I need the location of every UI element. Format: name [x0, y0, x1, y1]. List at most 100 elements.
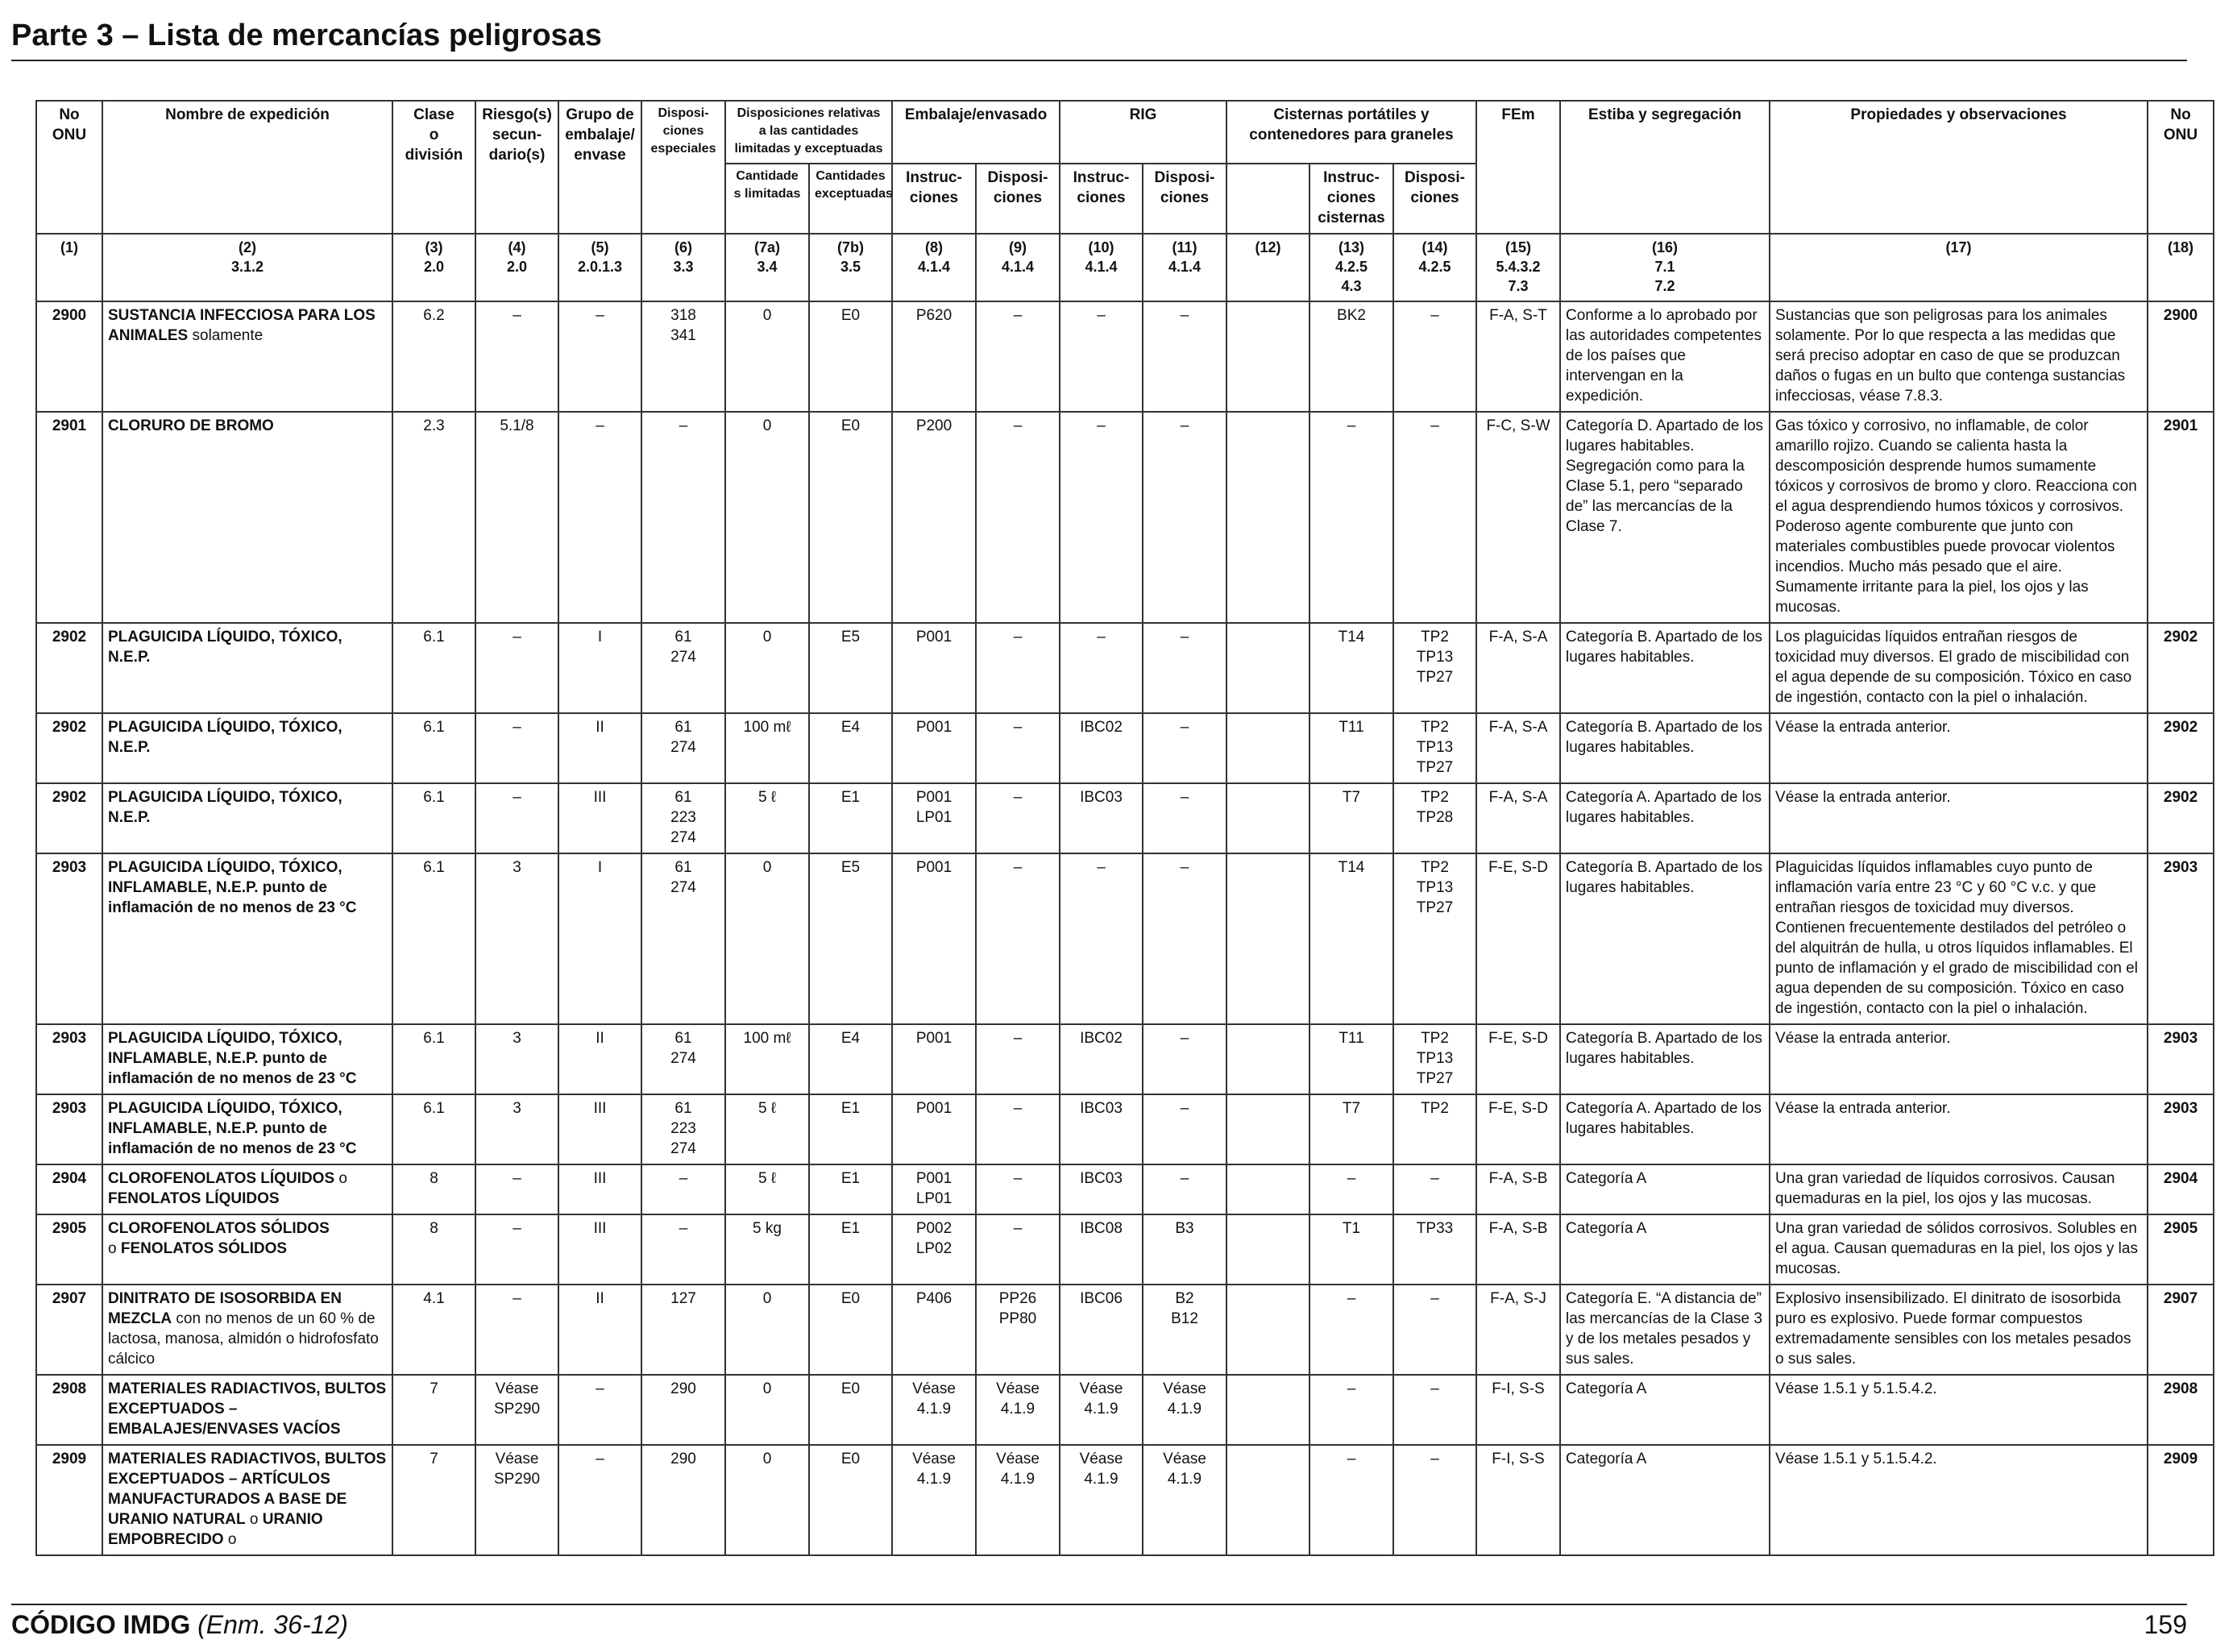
stowage-cell: Categoría B. Apartado de los lugares hab… [1559, 712, 1771, 784]
colnum-16: (16) 7.1 7.2 [1559, 233, 1771, 302]
excepted-quantity-cell: E0 [808, 1444, 893, 1556]
packing-provisions-cell: – [975, 1164, 1060, 1215]
packing-provisions-cell: – [975, 1214, 1060, 1285]
packing-instructions-cell: P200 [891, 411, 977, 624]
table-row: 2902 PLAGUICIDA LÍQUIDO, TÓXICO, N.E.P. … [35, 712, 2215, 784]
shipping-name: CLORURO DE BROMO [102, 411, 393, 624]
table-row: 2900 SUSTANCIA INFECCIOSA PARA LOS ANIMA… [35, 301, 2215, 413]
ems-cell: F-E, S-D [1475, 1094, 1562, 1165]
header-cantidades-limitadas: Cantidade s limitadas [724, 163, 810, 235]
limited-quantity-cell: 5 kg [724, 1214, 810, 1285]
stowage-cell: Categoría A [1559, 1374, 1771, 1446]
ibc-provisions-cell: Véase 4.1.9 [1142, 1444, 1227, 1556]
un-number-right: 2907 [2147, 1284, 2215, 1376]
limited-quantity-cell: 0 [724, 301, 810, 413]
ems-cell: F-A, S-B [1475, 1164, 1562, 1215]
un-number: 2903 [35, 853, 103, 1025]
packing-group-cell: III [558, 1094, 642, 1165]
shipping-name: PLAGUICIDA LÍQUIDO, TÓXICO, N.E.P. [102, 712, 393, 784]
header-row-2: Cantidade s limitadas Cantidades exceptu… [36, 163, 2214, 235]
table-row: 2901 CLORURO DE BROMO 2.3 5.1/8 – – 0 E0… [35, 411, 2215, 624]
class-cell: 6.1 [392, 1094, 476, 1165]
header-rig-instrucciones: Instruc- ciones [1059, 163, 1143, 235]
column-12-cell [1226, 1023, 1310, 1095]
stowage-cell: Categoría A [1559, 1444, 1771, 1556]
special-provisions-cell: 290 [641, 1444, 726, 1556]
header-cisternas-instrucciones: Instruc- ciones cisternas [1309, 163, 1394, 235]
ibc-instructions-cell: Véase 4.1.9 [1059, 1444, 1143, 1556]
header-embalaje-group: Embalaje/envasado [891, 100, 1060, 164]
packing-instructions-cell: P620 [891, 301, 977, 413]
shipping-name: CLOROFENOLATOS SÓLIDOS o FENOLATOS SÓLIDO… [102, 1214, 393, 1285]
ibc-instructions-cell: – [1059, 411, 1143, 624]
header-rig-group: RIG [1059, 100, 1227, 164]
class-cell: 2.3 [392, 411, 476, 624]
colnum-10: (10) 4.1.4 [1059, 233, 1143, 302]
colnum-18: (18) [2147, 233, 2215, 302]
shipping-name-text: MATERIALES RADIACTIVOS, BULTOS EXCEPTUAD… [108, 1451, 387, 1528]
class-cell: 8 [392, 1214, 476, 1285]
stowage-cell: Categoría B. Apartado de los lugares hab… [1559, 1023, 1771, 1095]
limited-quantity-cell: 0 [724, 853, 810, 1025]
ibc-instructions-cell: IBC08 [1059, 1214, 1143, 1285]
properties-cell: Véase la entrada anterior. [1769, 782, 2149, 854]
shipping-name: PLAGUICIDA LÍQUIDO, TÓXICO, N.E.P. [102, 622, 393, 714]
shipping-name: PLAGUICIDA LÍQUIDO, TÓXICO, INFLAMABLE, … [102, 1094, 393, 1165]
packing-group-cell: II [558, 712, 642, 784]
shipping-name-text: PLAGUICIDA LÍQUIDO, TÓXICO, INFLAMABLE, … [108, 859, 357, 916]
packing-provisions-cell: – [975, 853, 1060, 1025]
limited-quantity-cell: 0 [724, 1374, 810, 1446]
un-number-right: 2903 [2147, 853, 2215, 1025]
limited-quantity-cell: 0 [724, 411, 810, 624]
packing-group-cell: III [558, 1164, 642, 1215]
shipping-name-text: SUSTANCIA INFECCIOSA PARA LOS ANIMALES [108, 307, 376, 344]
shipping-name: MATERIALES RADIACTIVOS, BULTOS EXCEPTUAD… [102, 1374, 393, 1446]
packing-provisions-cell: – [975, 1094, 1060, 1165]
ems-cell: F-E, S-D [1475, 1023, 1562, 1095]
column-12-cell [1226, 1164, 1310, 1215]
shipping-name-text: PLAGUICIDA LÍQUIDO, TÓXICO, INFLAMABLE, … [108, 1030, 357, 1087]
subsidiary-risk-cell: – [475, 782, 559, 854]
properties-cell: Véase la entrada anterior. [1769, 1023, 2149, 1095]
ibc-instructions-cell: Véase 4.1.9 [1059, 1374, 1143, 1446]
special-provisions-cell: 61 274 [641, 622, 726, 714]
tank-provisions-cell: TP2 [1392, 1094, 1478, 1165]
packing-provisions-cell: – [975, 411, 1060, 624]
header-embalaje-instrucciones: Instruc- ciones [891, 163, 977, 235]
colnum-8: (8) 4.1.4 [891, 233, 977, 302]
stowage-cell: Categoría D. Apartado de los lugares hab… [1559, 411, 1771, 624]
tank-provisions-cell: TP33 [1392, 1214, 1478, 1285]
packing-provisions-cell: – [975, 782, 1060, 854]
column-12-cell [1226, 1374, 1310, 1446]
shipping-name: PLAGUICIDA LÍQUIDO, TÓXICO, INFLAMABLE, … [102, 853, 393, 1025]
ibc-provisions-cell: – [1142, 782, 1227, 854]
ibc-provisions-cell: – [1142, 1094, 1227, 1165]
packing-instructions-cell: P002 LP02 [891, 1214, 977, 1285]
excepted-quantity-cell: E5 [808, 622, 893, 714]
shipping-name-text: CLOROFENOLATOS LÍQUIDOS [108, 1170, 335, 1187]
stowage-cell: Categoría A. Apartado de los lugares hab… [1559, 1094, 1771, 1165]
ibc-instructions-cell: IBC02 [1059, 712, 1143, 784]
page-header: Parte 3 – Lista de mercancías peligrosas [11, 16, 2187, 61]
tank-provisions-cell: – [1392, 1284, 1478, 1376]
ibc-provisions-cell: B3 [1142, 1214, 1227, 1285]
table-row: 2908 MATERIALES RADIACTIVOS, BULTOS EXCE… [35, 1374, 2215, 1446]
column-12-cell [1226, 1284, 1310, 1376]
header-nombre: Nombre de expedición [102, 100, 393, 235]
colnum-15: (15) 5.4.3.2 7.3 [1475, 233, 1562, 302]
stowage-cell: Categoría B. Apartado de los lugares hab… [1559, 622, 1771, 714]
packing-group-cell: II [558, 1023, 642, 1095]
properties-cell: Los plaguicidas líquidos entrañan riesgo… [1769, 622, 2149, 714]
ems-cell: F-E, S-D [1475, 853, 1562, 1025]
limited-quantity-cell: 0 [724, 1284, 810, 1376]
colnum-7b: (7b) 3.5 [808, 233, 893, 302]
un-number: 2902 [35, 712, 103, 784]
ibc-provisions-cell: – [1142, 622, 1227, 714]
class-cell: 6.1 [392, 1023, 476, 1095]
un-number: 2907 [35, 1284, 103, 1376]
ibc-provisions-cell: – [1142, 853, 1227, 1025]
tank-instructions-cell: T11 [1309, 712, 1394, 784]
packing-instructions-cell: Véase 4.1.9 [891, 1374, 977, 1446]
ems-cell: F-A, S-B [1475, 1214, 1562, 1285]
un-number-right: 2900 [2147, 301, 2215, 413]
